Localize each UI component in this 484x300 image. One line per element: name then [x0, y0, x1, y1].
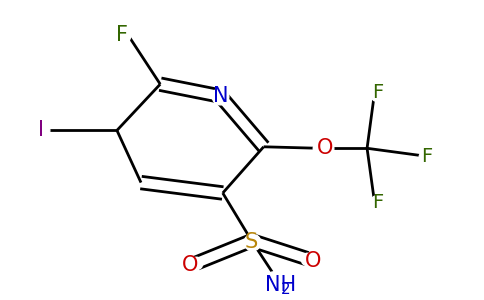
- Text: NH: NH: [265, 274, 296, 295]
- Text: S: S: [245, 232, 258, 252]
- Text: F: F: [373, 193, 384, 212]
- Text: I: I: [38, 120, 44, 140]
- Text: O: O: [305, 251, 321, 271]
- Text: F: F: [422, 147, 433, 166]
- Text: O: O: [182, 255, 198, 275]
- Text: F: F: [116, 25, 128, 45]
- Text: 2: 2: [281, 282, 290, 297]
- Text: O: O: [317, 138, 333, 158]
- Text: N: N: [212, 86, 228, 106]
- Text: F: F: [373, 83, 384, 102]
